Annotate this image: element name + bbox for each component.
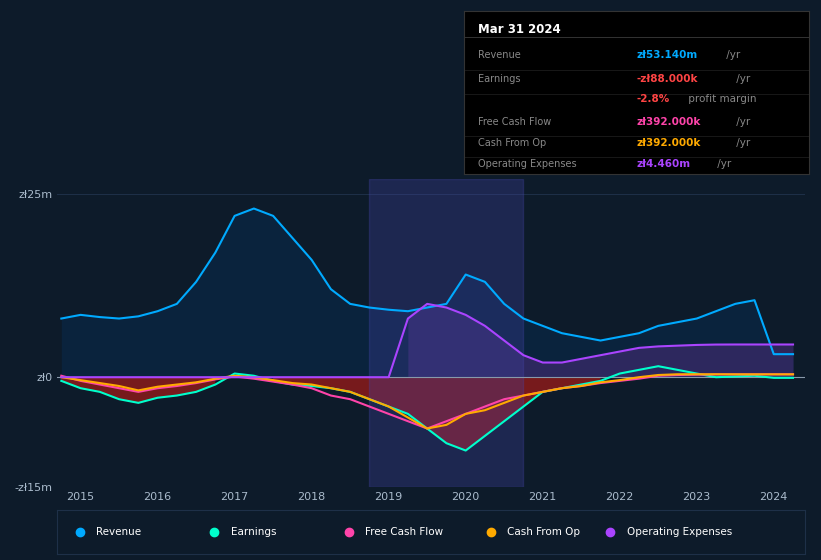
Text: Operating Expenses: Operating Expenses bbox=[626, 527, 732, 537]
Text: Free Cash Flow: Free Cash Flow bbox=[478, 116, 551, 127]
Text: Earnings: Earnings bbox=[478, 74, 521, 85]
Text: zł392.000k: zł392.000k bbox=[636, 116, 700, 127]
Text: /yr: /yr bbox=[723, 50, 741, 60]
Text: /yr: /yr bbox=[733, 138, 750, 148]
Text: /yr: /yr bbox=[733, 116, 750, 127]
Text: -zł88.000k: -zł88.000k bbox=[636, 74, 698, 85]
Bar bbox=[369, 179, 524, 487]
Text: Operating Expenses: Operating Expenses bbox=[478, 159, 576, 169]
Text: Revenue: Revenue bbox=[96, 527, 141, 537]
Text: Free Cash Flow: Free Cash Flow bbox=[365, 527, 443, 537]
Text: /yr: /yr bbox=[713, 159, 731, 169]
Text: Revenue: Revenue bbox=[478, 50, 521, 60]
Text: profit margin: profit margin bbox=[685, 94, 756, 104]
Text: /yr: /yr bbox=[733, 74, 750, 85]
Text: -2.8%: -2.8% bbox=[636, 94, 669, 104]
Text: zł53.140m: zł53.140m bbox=[636, 50, 698, 60]
Text: zł4.460m: zł4.460m bbox=[636, 159, 690, 169]
Text: Earnings: Earnings bbox=[231, 527, 277, 537]
Text: zł392.000k: zł392.000k bbox=[636, 138, 700, 148]
Text: Mar 31 2024: Mar 31 2024 bbox=[478, 22, 561, 36]
Text: Cash From Op: Cash From Op bbox=[507, 527, 580, 537]
Text: Cash From Op: Cash From Op bbox=[478, 138, 546, 148]
